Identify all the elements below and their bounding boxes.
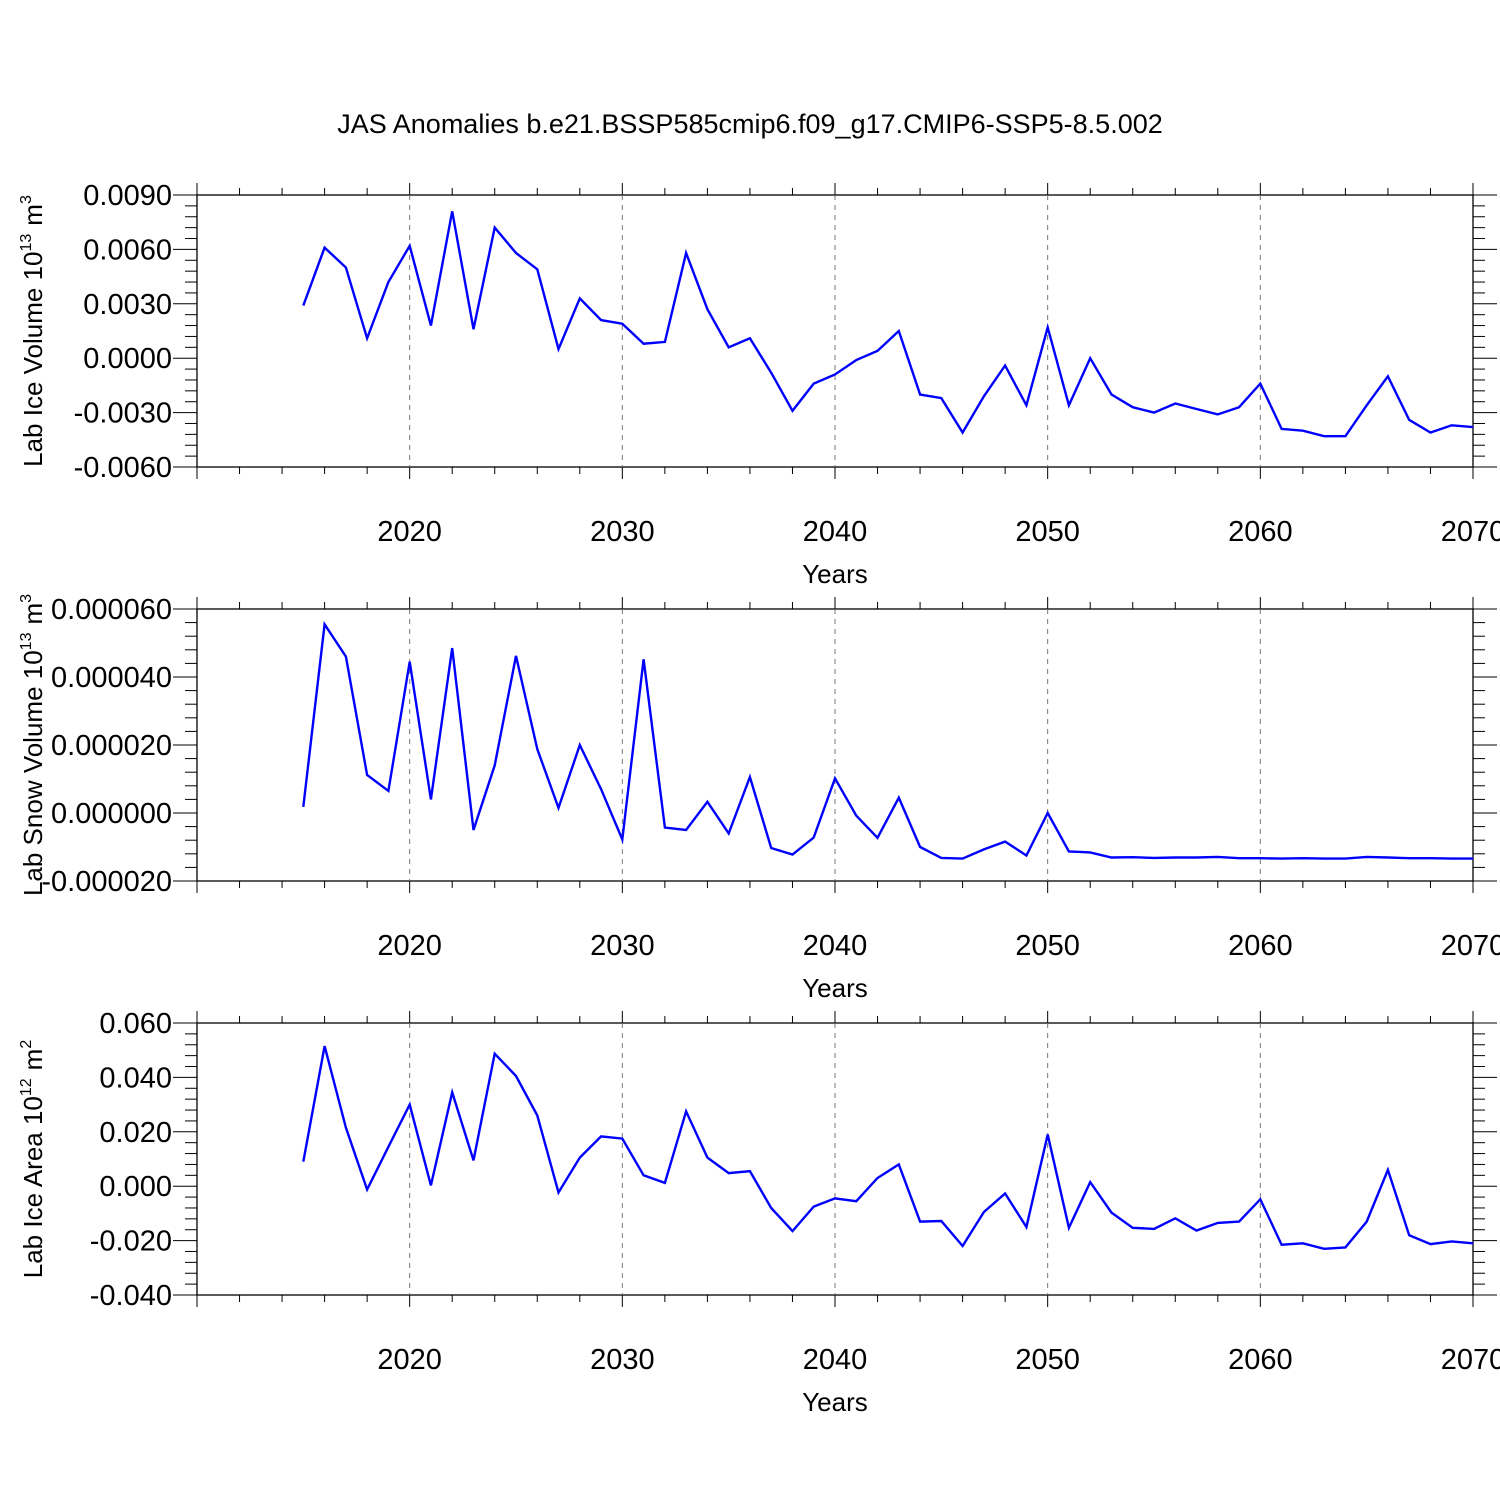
panel-ice-volume: -0.0060 -0.0030 0.0000 0.0030 0.0060 0.0090 20… [18,180,1500,589]
y-axis-label-exponent: 12 [18,1078,35,1096]
y-axis-label-unit-exponent: 2 [18,1040,35,1049]
y-axis-label-unit: m [18,603,48,625]
x-tick-label: 2070 [1441,1344,1500,1376]
x-tick-label: 2060 [1228,1344,1293,1376]
series-line-snow-volume [302,620,1473,860]
y-tick-label: 0.040 [99,1062,172,1094]
y-axis-label-main: Lab Snow Volume 10 [18,650,48,896]
y-tick-label: 0.000000 [51,798,172,830]
x-tick-label: 2050 [1015,930,1080,962]
x-axis-label: Years [802,559,868,589]
x-tick-label: 2020 [377,1344,442,1376]
y-tick-label: -0.000020 [41,866,172,898]
y-axis-label: Lab Ice Volume 1013 m3 [18,195,48,467]
y-axis-label-unit-exponent: 3 [18,594,35,603]
x-tick-label: 2020 [377,930,442,962]
y-axis-label-main: Lab Ice Area 10 [18,1096,48,1278]
y-axis-label-main: Lab Ice Volume 10 [18,251,48,466]
y-tick-label: 0.000020 [51,730,172,762]
x-axis-label: Years [802,973,868,1003]
x-tick-label: 2050 [1015,1344,1080,1376]
figure-title: JAS Anomalies b.e21.BSSP585cmip6.f09_g17… [337,109,1163,139]
x-tick-label: 2030 [590,1344,655,1376]
y-tick-label: -0.020 [90,1226,172,1258]
x-tick-label: 2050 [1015,516,1080,548]
y-tick-label: 0.000 [99,1171,172,1203]
y-tick-label: 0.000040 [51,662,172,694]
y-tick-label: -0.0060 [74,452,172,484]
y-axis-label-unit: m [18,204,48,226]
y-axis-label: Lab Snow Volume 1013 m3 [18,594,48,896]
x-tick-label: 2040 [803,1344,868,1376]
x-tick-label: 2060 [1228,930,1293,962]
x-tick-label: 2030 [590,516,655,548]
panels: -0.0060-0.00300.00000.00300.00600.009020… [18,180,1500,1417]
x-tick-label: 2040 [803,930,868,962]
y-axis-label: Lab Ice Area 1012 m2 [18,1040,48,1279]
y-axis-label-unit-exponent: 3 [18,195,35,204]
series-line-ice-volume [302,211,1474,438]
y-axis-label-exponent: 13 [18,632,35,650]
y-axis-label-exponent: 13 [18,234,35,252]
y-tick-label: 0.0060 [83,234,172,266]
y-tick-label: 0.060 [99,1008,172,1040]
y-tick-label: 0.0000 [83,343,172,375]
x-tick-label: 2060 [1228,516,1293,548]
y-tick-label: 0.000060 [51,594,172,626]
panel-snow-volume: -0.000020 0.000000 0.000020 0.000040 0.00006… [18,594,1500,1003]
y-tick-label: 0.020 [99,1117,172,1149]
panel-ice-area: -0.040 -0.020 0.000 0.020 0.040 0.060 2020 2030… [18,1008,1500,1417]
series-line-ice-area [302,1045,1474,1251]
x-tick-label: 2070 [1441,930,1500,962]
x-tick-label: 2040 [803,516,868,548]
x-axis-label: Years [802,1387,868,1417]
x-tick-label: 2030 [590,930,655,962]
y-tick-label: -0.0030 [74,398,172,430]
y-tick-label: -0.040 [90,1280,172,1312]
y-tick-label: 0.0030 [83,289,172,321]
y-tick-label: 0.0090 [83,180,172,212]
x-tick-label: 2020 [377,516,442,548]
y-axis-label-unit: m [18,1049,48,1071]
x-tick-label: 2070 [1441,516,1500,548]
